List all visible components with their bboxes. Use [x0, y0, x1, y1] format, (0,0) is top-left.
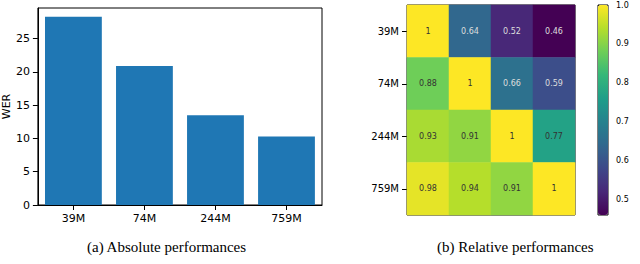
svg-text:0.5: 0.5 — [616, 195, 629, 204]
svg-text:0.64: 0.64 — [461, 27, 479, 36]
svg-text:0.59: 0.59 — [545, 79, 563, 88]
svg-text:1: 1 — [467, 79, 472, 88]
svg-text:1: 1 — [551, 184, 556, 193]
svg-text:5: 5 — [23, 165, 30, 178]
svg-text:0.46: 0.46 — [545, 27, 563, 36]
svg-text:1.0: 1.0 — [616, 1, 629, 10]
svg-text:10: 10 — [16, 132, 30, 145]
svg-text:0.7: 0.7 — [616, 117, 629, 126]
svg-text:0.91: 0.91 — [503, 184, 521, 193]
svg-text:244M: 244M — [200, 212, 231, 225]
svg-text:1: 1 — [425, 27, 430, 36]
svg-text:0: 0 — [23, 199, 30, 212]
svg-text:0.66: 0.66 — [503, 79, 521, 88]
svg-text:25: 25 — [16, 32, 30, 45]
svg-text:0.77: 0.77 — [545, 132, 563, 141]
svg-text:0.88: 0.88 — [419, 79, 437, 88]
svg-text:74M: 74M — [133, 212, 157, 225]
svg-text:20: 20 — [16, 65, 30, 78]
svg-text:39M: 39M — [378, 26, 399, 37]
svg-text:0.9: 0.9 — [616, 39, 629, 48]
svg-text:(a) Absolute performances: (a) Absolute performances — [87, 239, 246, 256]
svg-text:0.94: 0.94 — [461, 184, 479, 193]
svg-text:74M: 74M — [378, 78, 399, 89]
svg-text:0.93: 0.93 — [419, 132, 437, 141]
svg-text:15: 15 — [16, 99, 30, 112]
svg-text:0.8: 0.8 — [616, 78, 629, 87]
svg-text:244M: 244M — [371, 131, 399, 142]
svg-text:1: 1 — [509, 132, 514, 141]
svg-text:WER: WER — [0, 93, 13, 119]
svg-text:0.52: 0.52 — [503, 27, 521, 36]
svg-text:39M: 39M — [62, 212, 86, 225]
svg-text:(b) Relative performances: (b) Relative performances — [437, 239, 594, 256]
svg-text:0.91: 0.91 — [461, 132, 479, 141]
svg-text:0.6: 0.6 — [616, 156, 629, 165]
svg-text:0.98: 0.98 — [419, 184, 437, 193]
svg-text:759M: 759M — [271, 212, 302, 225]
svg-text:759M: 759M — [371, 183, 399, 194]
